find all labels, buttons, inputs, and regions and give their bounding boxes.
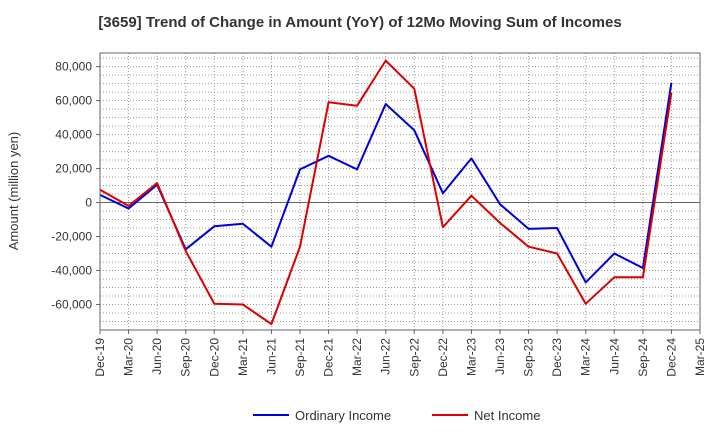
x-tick-label: Sep-22 [407,338,421,377]
x-tick-label: Mar-24 [579,338,593,376]
y-tick-label: 60,000 [55,94,92,108]
y-tick-label: -60,000 [51,298,92,312]
x-tick-label: Jun-23 [493,338,507,375]
y-tick-label: 0 [85,196,92,210]
y-axis-title: Amount (million yen) [6,132,21,251]
x-tick-label: Dec-21 [322,338,336,377]
x-tick-label: Mar-20 [122,338,136,376]
y-tick-label: -20,000 [51,230,92,244]
x-tick-label: Sep-21 [293,338,307,377]
x-tick-label: Dec-20 [207,338,221,377]
y-tick-label: 80,000 [55,60,92,74]
x-tick-label: Jun-22 [379,338,393,375]
chart-title: [3659] Trend of Change in Amount (YoY) o… [98,14,622,31]
y-tick-label: 20,000 [55,162,92,176]
x-tick-label: Jun-24 [607,338,621,375]
x-tick-label: Sep-20 [179,338,193,377]
plot-area [100,53,700,330]
x-tick-label: Dec-24 [664,338,678,377]
y-tick-label: 40,000 [55,128,92,142]
series-line-net-income [99,59,673,326]
legend-label-net-income: Net Income [474,408,540,423]
x-tick-label: Jun-20 [150,338,164,375]
y-tick-label: -40,000 [51,264,92,278]
x-tick-label: Mar-21 [236,338,250,376]
x-tick-label: Jun-21 [264,338,278,375]
x-tick-label: Dec-22 [436,338,450,377]
legend-label-ordinary-income: Ordinary Income [295,408,391,423]
x-tick-label: Dec-23 [550,338,564,377]
x-tick-label: Sep-24 [636,338,650,377]
x-tick-label: Dec-19 [93,338,107,377]
series-line-ordinary-income [99,82,673,284]
x-tick-label: Mar-23 [464,338,478,376]
plot-border [99,52,701,331]
x-tick-label: Mar-22 [350,338,364,376]
x-tick-label: Sep-23 [522,338,536,377]
x-tick-label: Mar-25 [693,338,707,376]
